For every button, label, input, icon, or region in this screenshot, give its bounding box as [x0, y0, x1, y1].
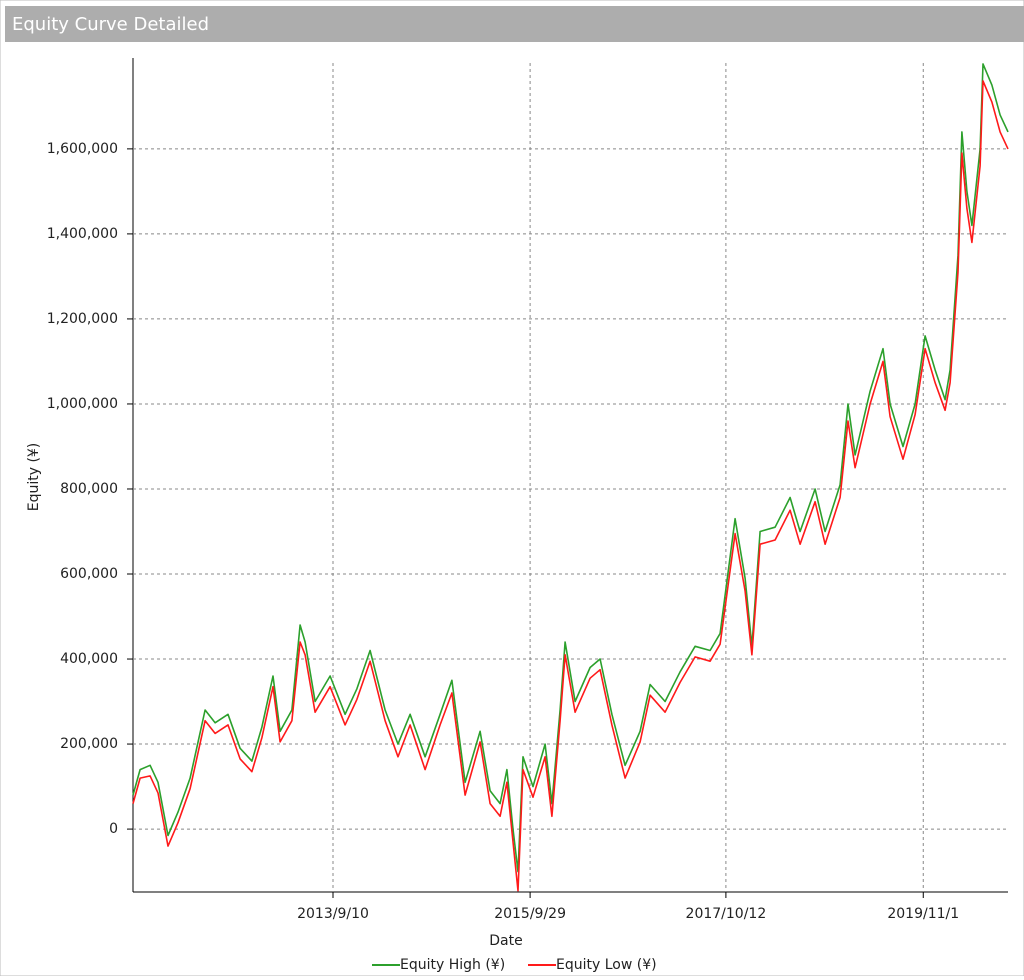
legend-label: Equity High (¥) — [400, 957, 505, 973]
y-tick-label: 1,000,000 — [47, 396, 118, 412]
y-tick-label: 1,400,000 — [47, 226, 118, 242]
y-tick-label: 1,600,000 — [47, 141, 118, 157]
x-tick-label: 2017/10/12 — [686, 906, 767, 922]
chart-title: Equity Curve Detailed — [12, 14, 209, 35]
y-tick-label: 600,000 — [60, 566, 118, 582]
series-line — [132, 80, 1009, 892]
y-tick-label: 800,000 — [60, 481, 118, 497]
x-axis-label: Date — [489, 933, 522, 949]
x-tick-label: 2013/9/10 — [297, 906, 369, 922]
y-tick-label: 1,200,000 — [47, 311, 118, 327]
y-tick-label: 400,000 — [60, 651, 118, 667]
y-tick-label: 200,000 — [60, 736, 118, 752]
series-line — [132, 63, 1009, 873]
y-axis-label: Equity (¥) — [26, 443, 42, 512]
legend-label: Equity Low (¥) — [556, 957, 657, 973]
panel-header — [5, 6, 1024, 42]
y-tick-label: 0 — [109, 821, 118, 837]
x-tick-label: 2019/11/1 — [887, 906, 959, 922]
x-tick-label: 2015/9/29 — [494, 906, 566, 922]
